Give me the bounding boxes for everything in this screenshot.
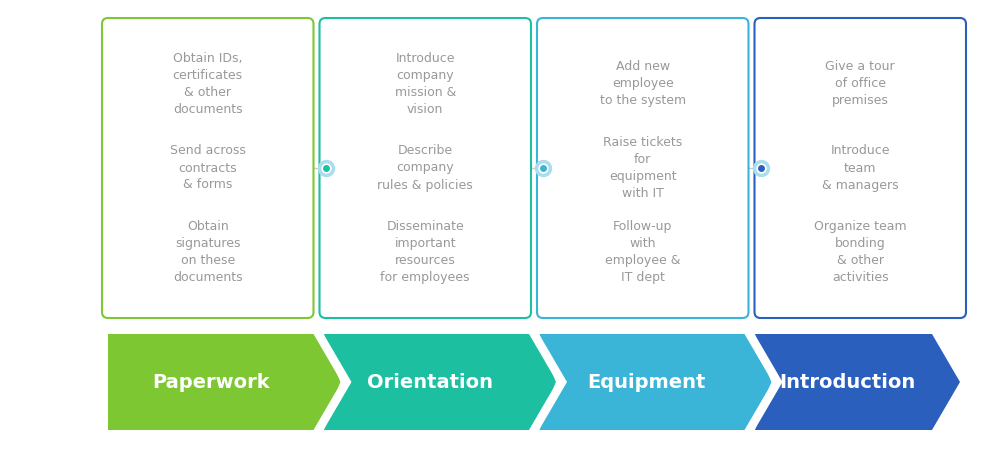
- Polygon shape: [324, 334, 557, 430]
- Text: Orientation: Orientation: [367, 372, 493, 391]
- Text: Paperwork: Paperwork: [152, 372, 270, 391]
- Text: Add new
employee
to the system: Add new employee to the system: [600, 60, 686, 107]
- Polygon shape: [755, 334, 960, 430]
- Text: Equipment: Equipment: [587, 372, 705, 391]
- Polygon shape: [108, 334, 342, 430]
- Text: Send across
contracts
& forms: Send across contracts & forms: [170, 144, 246, 192]
- Text: Obtain IDs,
certificates
& other
documents: Obtain IDs, certificates & other documen…: [173, 51, 243, 115]
- Text: Obtain
signatures
on these
documents: Obtain signatures on these documents: [173, 221, 243, 285]
- Polygon shape: [539, 334, 772, 430]
- Text: Disseminate
important
resources
for employees: Disseminate important resources for empl…: [380, 221, 470, 285]
- Text: Raise tickets
for
equipment
with IT: Raise tickets for equipment with IT: [603, 136, 682, 200]
- FancyBboxPatch shape: [102, 18, 314, 318]
- Text: Introduction: Introduction: [779, 372, 916, 391]
- Text: Follow-up
with
employee &
IT dept: Follow-up with employee & IT dept: [605, 221, 680, 285]
- Text: Introduce
team
& managers: Introduce team & managers: [822, 144, 899, 192]
- Text: Introduce
company
mission &
vision: Introduce company mission & vision: [395, 51, 456, 115]
- Text: Organize team
bonding
& other
activities: Organize team bonding & other activities: [814, 221, 907, 285]
- FancyBboxPatch shape: [320, 18, 531, 318]
- FancyBboxPatch shape: [755, 18, 966, 318]
- Text: Give a tour
of office
premises: Give a tour of office premises: [825, 60, 895, 107]
- FancyBboxPatch shape: [537, 18, 748, 318]
- Text: Describe
company
rules & policies: Describe company rules & policies: [377, 144, 473, 192]
